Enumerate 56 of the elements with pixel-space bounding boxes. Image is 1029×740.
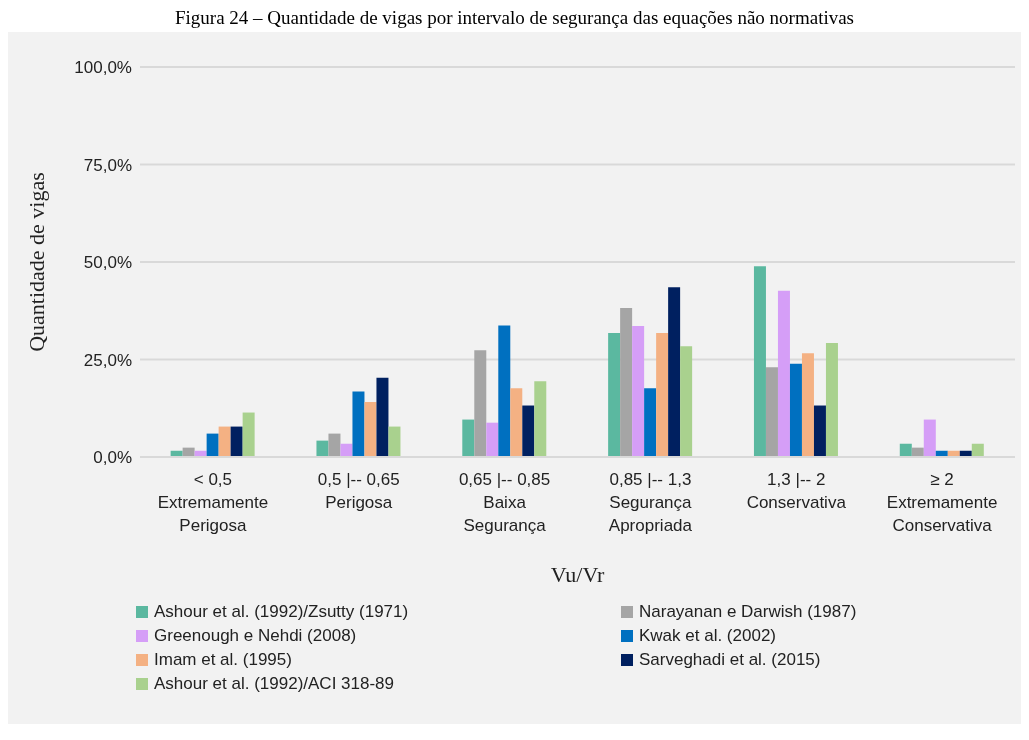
x-tick-label: 0,65 |-- 0,85 Baixa Segurança bbox=[458, 470, 551, 535]
x-axis-title: Vu/Vr bbox=[550, 562, 605, 587]
bar bbox=[316, 440, 329, 457]
y-tick-label: 75,0% bbox=[83, 155, 132, 175]
bar bbox=[534, 381, 547, 457]
bar bbox=[218, 426, 231, 457]
bar bbox=[765, 367, 778, 457]
bar bbox=[644, 388, 657, 457]
bar bbox=[486, 422, 499, 457]
bar bbox=[340, 443, 353, 457]
y-tick-label: 50,0% bbox=[83, 253, 132, 273]
bar bbox=[522, 405, 535, 457]
bar bbox=[971, 443, 984, 457]
legend-label: Imam et al. (1995) bbox=[154, 650, 292, 670]
bar bbox=[668, 287, 681, 457]
bar bbox=[352, 391, 365, 457]
x-tick-label: 0,85 |-- 1,3 Segurança Apropriada bbox=[608, 470, 693, 535]
bar bbox=[777, 290, 790, 457]
bar bbox=[462, 419, 475, 457]
x-tick-label: 1,3 |-- 2 Conservativa bbox=[746, 470, 847, 512]
bar bbox=[620, 308, 633, 457]
bar bbox=[825, 343, 838, 457]
legend-label: Narayanan e Darwish (1987) bbox=[639, 602, 857, 622]
bar bbox=[510, 388, 523, 457]
bar bbox=[632, 325, 645, 457]
y-tick-label: 25,0% bbox=[83, 350, 132, 370]
bar bbox=[656, 332, 669, 457]
bar bbox=[608, 332, 621, 457]
y-tick-label: 0,0% bbox=[93, 448, 132, 468]
bar bbox=[328, 433, 341, 457]
x-tick-label: 0,5 |-- 0,65 Perigosa bbox=[317, 470, 400, 512]
bar bbox=[242, 412, 255, 457]
legend-label: Ashour et al. (1992)/Zsutty (1971) bbox=[154, 602, 409, 622]
bar bbox=[923, 419, 936, 457]
legend-label: Sarveghadi et al. (2015) bbox=[639, 650, 821, 670]
bar bbox=[230, 426, 243, 457]
bar bbox=[388, 426, 401, 457]
legend-label: Greenough e Nehdi (2008) bbox=[154, 626, 357, 646]
y-tick-label: 100,0% bbox=[74, 58, 132, 78]
bar bbox=[474, 350, 487, 457]
y-axis-title: Quantidade de vigas bbox=[23, 172, 49, 352]
bar bbox=[364, 402, 377, 457]
bar bbox=[753, 266, 766, 457]
bar bbox=[899, 443, 912, 457]
x-tick-label: < 0,5 Extremamente Perigosa bbox=[157, 470, 269, 535]
bar bbox=[206, 433, 219, 457]
legend-label: Ashour et al. (1992)/ACI 318-89 bbox=[154, 674, 395, 694]
x-tick-label: ≥ 2 Extremamente Conservativa bbox=[886, 470, 998, 535]
bar bbox=[789, 363, 802, 457]
chart-title: Figura 24 – Quantidade de vigas por intervalo de segurança das equações não normativas bbox=[174, 7, 855, 30]
legend-label: Kwak et al. (2002) bbox=[639, 626, 777, 646]
bar bbox=[813, 405, 826, 457]
bar bbox=[498, 325, 511, 457]
bar bbox=[801, 353, 814, 457]
bar bbox=[376, 377, 389, 457]
bar bbox=[680, 346, 693, 457]
